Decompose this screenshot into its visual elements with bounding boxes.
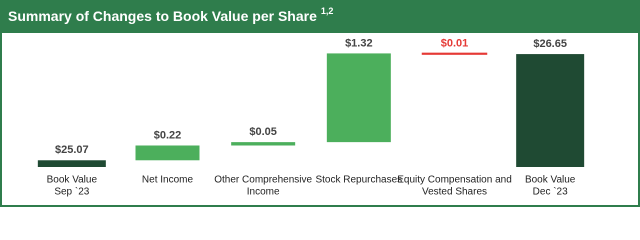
value-label: $25.07 — [55, 144, 89, 156]
chart-title: Summary of Changes to Book Value per Sha… — [8, 6, 333, 23]
page: {"chart_data": { "type": "waterfall", "t… — [0, 0, 640, 207]
x-tick-label: Book Value — [525, 175, 576, 186]
x-tick-label: Equity Compensation and — [397, 175, 512, 186]
bar — [231, 142, 296, 146]
x-tick-label: Book Value — [47, 175, 98, 186]
value-label: $0.05 — [249, 126, 277, 138]
x-tick-label: Dec `23 — [533, 186, 568, 198]
value-label: $1.32 — [345, 37, 373, 49]
bar — [37, 160, 106, 167]
value-label: $0.01 — [441, 37, 469, 49]
chart: Summary of Changes to Book Value per Sha… — [0, 0, 640, 207]
x-tick-label: Income — [247, 187, 280, 198]
bar — [326, 53, 391, 143]
x-tick-label: Sep `23 — [54, 186, 89, 198]
frame — [0, 0, 640, 207]
bar — [135, 145, 200, 161]
value-label: $0.22 — [154, 129, 182, 141]
title-superscript: 1,2 — [321, 6, 334, 16]
x-tick-label: Net Income — [142, 175, 194, 186]
title-text: Summary of Changes to Book Value per Sha… — [8, 8, 317, 24]
bar — [421, 52, 488, 55]
x-tick-label: Vested Shares — [422, 187, 487, 198]
header-bar — [0, 0, 640, 33]
value-label: $26.65 — [533, 38, 567, 50]
x-tick-label: Stock Repurchases — [315, 175, 402, 186]
x-tick-label: Other Comprehensive — [214, 175, 312, 186]
bar — [516, 54, 585, 167]
